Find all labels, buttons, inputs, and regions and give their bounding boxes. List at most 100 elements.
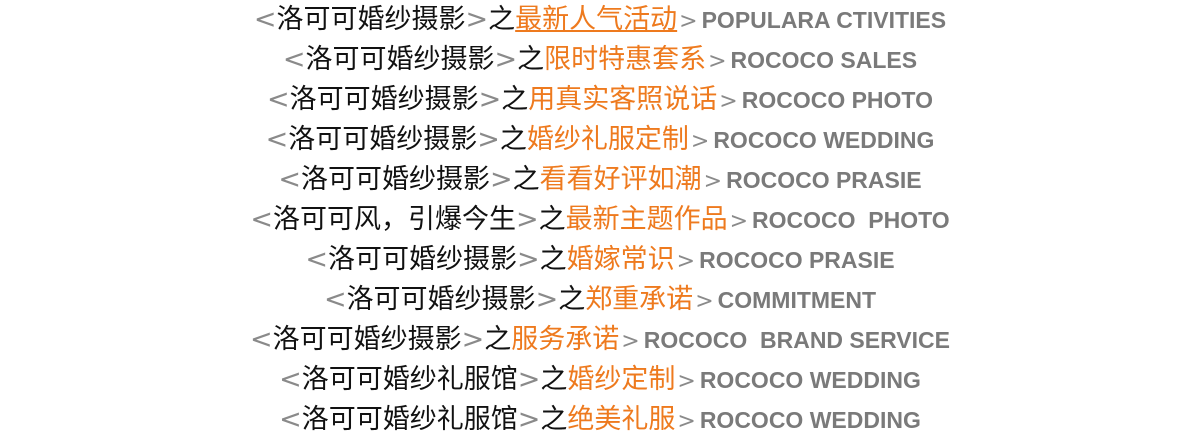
item-title: 婚纱定制	[567, 364, 676, 395]
brand-name: 洛可可婚纱摄影	[305, 44, 495, 75]
chevron-right-icon: >	[621, 329, 640, 354]
english-subtitle: ROCOCO PHOTO	[741, 87, 933, 113]
open-bracket: <	[250, 204, 273, 235]
chevron-right-icon: >	[719, 89, 738, 114]
english-subtitle: POPULARA CTIVITIES	[701, 7, 947, 33]
promo-link[interactable]: <洛可可婚纱摄影>之服务承诺> ROCOCO BRAND SERVICE	[250, 324, 950, 355]
brand-name: 洛可可婚纱礼服馆	[301, 404, 518, 435]
item-title: 最新人气活动	[515, 4, 678, 35]
chevron-right-icon: >	[677, 369, 696, 394]
brand-name: 洛可可婚纱摄影	[288, 124, 478, 155]
close-bracket: >	[478, 84, 502, 115]
list-item: <洛可可婚纱摄影>之最新人气活动> POPULARA CTIVITIES	[0, 0, 1200, 40]
chevron-right-icon: >	[679, 9, 698, 34]
connector-text: 之	[488, 4, 516, 35]
connector-text: 之	[558, 284, 586, 315]
promo-link[interactable]: <洛可可风，引爆今生>之最新主题作品> ROCOCO PHOTO	[250, 204, 949, 235]
open-bracket: <	[279, 404, 302, 435]
chevron-right-icon: >	[708, 49, 727, 74]
item-title: 婚嫁常识	[566, 244, 675, 275]
chevron-right-icon: >	[676, 249, 696, 274]
brand-name: 洛可可婚纱摄影	[272, 324, 462, 355]
close-bracket: >	[465, 4, 489, 35]
open-bracket: <	[279, 364, 302, 395]
connector-text: 之	[512, 164, 540, 195]
list-item: <洛可可婚纱摄影>之限时特惠套系> ROCOCO SALES	[0, 40, 1200, 80]
open-bracket: <	[250, 324, 273, 355]
promo-link[interactable]: <洛可可婚纱礼服馆>之婚纱定制> ROCOCO WEDDING	[279, 364, 921, 395]
open-bracket: <	[282, 44, 306, 75]
list-item: <洛可可婚纱摄影>之用真实客照说话> ROCOCO PHOTO	[0, 80, 1200, 120]
brand-name: 洛可可婚纱摄影	[328, 244, 518, 275]
english-subtitle: ROCOCO BRAND SERVICE	[643, 327, 950, 353]
connector-text: 之	[501, 84, 529, 115]
close-bracket: >	[490, 164, 513, 195]
brand-name: 洛可可婚纱摄影	[289, 84, 479, 115]
open-bracket: <	[305, 244, 329, 275]
close-bracket: >	[477, 124, 500, 155]
brand-name: 洛可可婚纱摄影	[276, 4, 466, 35]
close-bracket: >	[535, 284, 559, 315]
english-subtitle: ROCOCO WEDDING	[699, 367, 921, 393]
promo-link[interactable]: <洛可可婚纱摄影>之限时特惠套系> ROCOCO SALES	[283, 44, 917, 75]
list-item: <洛可可婚纱摄影>之服务承诺> ROCOCO BRAND SERVICE	[0, 320, 1200, 360]
english-subtitle: ROCOCO PHOTO	[752, 207, 950, 233]
item-title: 用真实客照说话	[528, 84, 718, 115]
connector-text: 之	[539, 244, 567, 275]
brand-name: 洛可可婚纱摄影	[301, 164, 491, 195]
brand-name: 洛可可婚纱礼服馆	[301, 364, 518, 395]
close-bracket: >	[494, 44, 518, 75]
english-subtitle: COMMITMENT	[717, 287, 877, 313]
item-title: 服务承诺	[511, 324, 620, 355]
promo-link[interactable]: <洛可可婚纱摄影>之看看好评如潮> ROCOCO PRASIE	[278, 164, 921, 195]
open-bracket: <	[265, 124, 289, 155]
chevron-right-icon: >	[729, 209, 749, 234]
chevron-right-icon: >	[690, 129, 710, 154]
open-bracket: <	[278, 164, 302, 195]
connector-text: 之	[499, 124, 527, 155]
brand-name: 洛可可婚纱摄影	[346, 284, 536, 315]
item-title: 婚纱礼服定制	[526, 124, 689, 155]
connector-text: 之	[517, 44, 545, 75]
connector-text: 之	[540, 364, 568, 395]
english-subtitle: ROCOCO SALES	[730, 47, 918, 73]
english-subtitle: ROCOCO WEDDING	[699, 407, 921, 433]
close-bracket: >	[517, 244, 540, 275]
promo-link[interactable]: <洛可可婚纱摄影>之用真实客照说话> ROCOCO PHOTO	[267, 84, 933, 115]
open-bracket: <	[323, 284, 347, 315]
open-bracket: <	[267, 84, 290, 115]
english-subtitle: ROCOCO WEDDING	[713, 127, 935, 153]
chevron-right-icon: >	[703, 169, 723, 194]
item-title: 限时特惠套系	[544, 44, 707, 75]
list-item: <洛可可婚纱礼服馆>之绝美礼服> ROCOCO WEDDING	[0, 400, 1200, 440]
item-title: 最新主题作品	[565, 204, 728, 235]
list-item: <洛可可风，引爆今生>之最新主题作品> ROCOCO PHOTO	[0, 200, 1200, 240]
promo-link[interactable]: <洛可可婚纱摄影>之郑重承诺> COMMITMENT	[324, 284, 876, 315]
english-subtitle: ROCOCO PRASIE	[699, 247, 895, 273]
item-title: 郑重承诺	[585, 284, 694, 315]
list-item: <洛可可婚纱摄影>之郑重承诺> COMMITMENT	[0, 280, 1200, 320]
item-title: 绝美礼服	[567, 404, 676, 435]
promo-link[interactable]: <洛可可婚纱摄影>之婚嫁常识> ROCOCO PRASIE	[305, 244, 894, 275]
open-bracket: <	[253, 4, 277, 35]
connector-text: 之	[540, 404, 568, 435]
list-item: <洛可可婚纱摄影>之婚纱礼服定制> ROCOCO WEDDING	[0, 120, 1200, 160]
promo-link[interactable]: <洛可可婚纱摄影>之婚纱礼服定制> ROCOCO WEDDING	[266, 124, 935, 155]
close-bracket: >	[515, 204, 539, 235]
list-item: <洛可可婚纱礼服馆>之婚纱定制> ROCOCO WEDDING	[0, 360, 1200, 400]
list-item: <洛可可婚纱摄影>之婚嫁常识> ROCOCO PRASIE	[0, 240, 1200, 280]
connector-text: 之	[484, 324, 512, 355]
connector-text: 之	[538, 204, 566, 235]
close-bracket: >	[517, 404, 541, 435]
english-subtitle: ROCOCO PRASIE	[726, 167, 922, 193]
chevron-right-icon: >	[677, 409, 696, 434]
item-title: 看看好评如潮	[539, 164, 702, 195]
list-item: <洛可可婚纱摄影>之看看好评如潮> ROCOCO PRASIE	[0, 160, 1200, 200]
promo-link[interactable]: <洛可可婚纱摄影>之最新人气活动> POPULARA CTIVITIES	[254, 4, 946, 35]
close-bracket: >	[461, 324, 485, 355]
promo-link[interactable]: <洛可可婚纱礼服馆>之绝美礼服> ROCOCO WEDDING	[279, 404, 921, 435]
chevron-right-icon: >	[695, 289, 714, 314]
brand-name: 洛可可风，引爆今生	[272, 204, 516, 235]
close-bracket: >	[517, 364, 541, 395]
